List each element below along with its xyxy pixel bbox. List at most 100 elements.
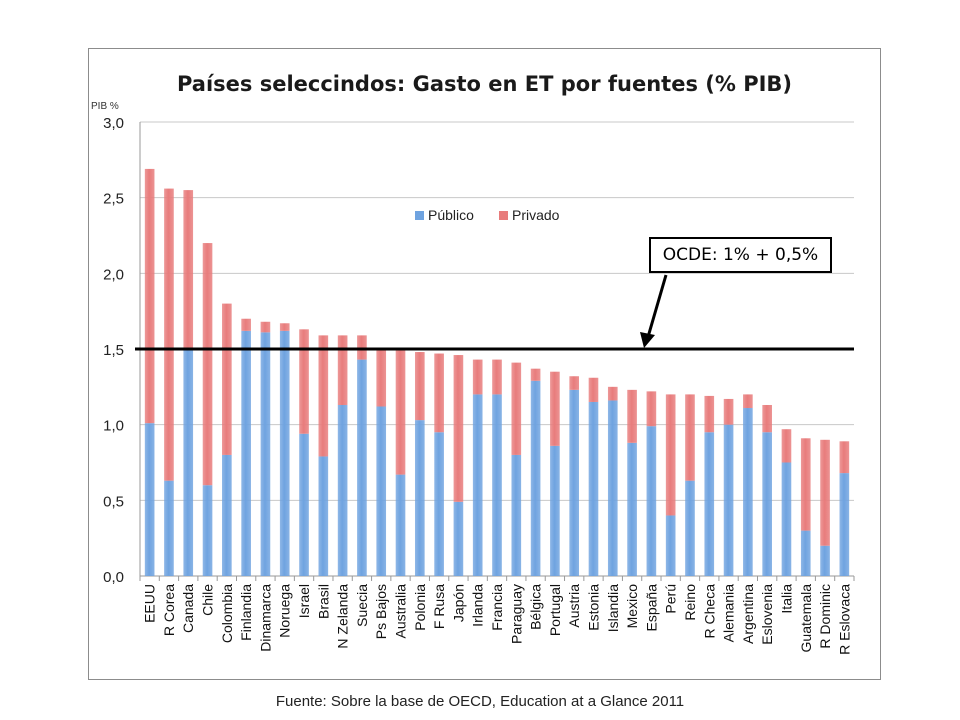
bar-publico (588, 401, 599, 576)
x-tick-label: España (643, 584, 659, 632)
bar-privado (704, 395, 715, 433)
bar-publico (299, 433, 309, 576)
bar-publico (202, 485, 213, 576)
bar-privado (820, 439, 830, 546)
bar-privado (685, 394, 695, 481)
bar-privado (550, 371, 560, 446)
bar-privado (183, 190, 194, 349)
bar-privado (800, 438, 811, 531)
x-tick-label: Japón (450, 584, 466, 622)
bar-publico (839, 473, 850, 576)
bar-privado (607, 386, 618, 401)
bar-privado (260, 321, 271, 333)
x-tick-label: Finlandia (238, 584, 254, 641)
bar-publico (492, 394, 502, 576)
x-tick-label: Suecia (354, 584, 370, 627)
bar-privado (202, 243, 213, 486)
bar-publico (395, 474, 406, 576)
bar-publico (164, 480, 174, 576)
x-tick-label: Argentina (740, 584, 756, 644)
x-tick-label: Perú (663, 584, 679, 614)
legend-label: Privado (512, 207, 560, 223)
bar-publico (434, 432, 444, 576)
x-tick-label: Francia (489, 584, 505, 631)
bar-publico (279, 330, 290, 576)
chart-title: Países seleccindos: Gasto en ET por fuen… (176, 72, 793, 96)
x-tick-label: Chile (200, 584, 216, 616)
bar-publico (376, 406, 387, 576)
bar-privado (453, 355, 464, 502)
callout-arrowhead (640, 332, 655, 348)
y-tick-label: 3,0 (103, 115, 124, 132)
bar-privado (376, 349, 387, 407)
y-tick-label: 0,5 (103, 493, 124, 510)
bar-privado (395, 350, 406, 475)
bar-publico (241, 330, 251, 576)
x-tick-label: Islandia (605, 584, 621, 632)
x-tick-label: Estonia (585, 584, 601, 631)
y-tick-label: 2,0 (103, 266, 124, 283)
x-tick-label: Ps Bajos (373, 584, 389, 639)
bar-privado (723, 398, 734, 425)
bar-publico (318, 456, 329, 576)
bar-privado (337, 335, 348, 405)
x-tick-label: R Checa (701, 584, 717, 639)
x-tick-label: Portugal (547, 584, 563, 636)
y-axis-unit-label: PIB % (91, 101, 119, 112)
x-tick-label: Paraguay (508, 584, 524, 644)
bar-publico (530, 380, 541, 576)
legend-swatch (415, 211, 424, 220)
x-tick-label: Polonia (412, 584, 428, 631)
bar-publico (144, 423, 155, 576)
bar-privado (318, 335, 329, 457)
x-tick-label: Irlanda (470, 584, 486, 627)
bar-privado (144, 168, 155, 424)
bar-publico (607, 400, 618, 576)
x-tick-label: Brasil (315, 584, 331, 619)
bar-privado (588, 377, 599, 402)
x-tick-label: R Dominic (817, 584, 833, 649)
x-tick-label: Dinamarca (257, 584, 273, 652)
bar-publico (357, 359, 367, 576)
bar-publico (260, 332, 271, 576)
x-tick-label: Austria (566, 584, 582, 628)
bar-privado (492, 359, 502, 395)
bar-privado (781, 429, 792, 463)
legend-swatch (499, 211, 508, 220)
source-note: Fuente: Sobre la base de OECD, Education… (275, 693, 685, 710)
bar-publico (646, 426, 657, 576)
bar-publico (820, 545, 830, 576)
bar-publico (704, 432, 715, 576)
bar-publico (627, 442, 637, 576)
bar-privado (530, 368, 541, 381)
bar-privado (665, 394, 676, 516)
bar-privado (743, 394, 753, 409)
x-tick-label: Australia (393, 584, 409, 639)
legend-label: Público (428, 207, 474, 223)
bar-privado (357, 335, 367, 360)
bar-privado (414, 352, 425, 421)
bar-privado (839, 441, 850, 474)
bar-publico (569, 389, 580, 576)
bar-privado (627, 389, 637, 443)
bar-privado (241, 318, 251, 331)
bar-publico (337, 404, 348, 576)
x-tick-label: Mexico (624, 584, 640, 629)
x-tick-label: R Eslovaca (836, 584, 852, 655)
bar-publico (183, 349, 194, 576)
bar-publico (743, 408, 753, 576)
bar-publico (762, 432, 772, 576)
y-tick-label: 2,5 (103, 191, 124, 208)
bar-publico (723, 424, 734, 576)
bar-privado (472, 359, 483, 395)
bar-privado (164, 188, 174, 481)
bar-privado (646, 391, 657, 427)
bar-privado (222, 303, 232, 455)
bar-privado (434, 353, 444, 433)
bar-publico (414, 420, 425, 576)
bar-publico (222, 454, 232, 576)
bar-privado (569, 376, 580, 390)
x-tick-label: F Rusa (431, 584, 447, 629)
x-tick-label: Reino (682, 584, 698, 621)
